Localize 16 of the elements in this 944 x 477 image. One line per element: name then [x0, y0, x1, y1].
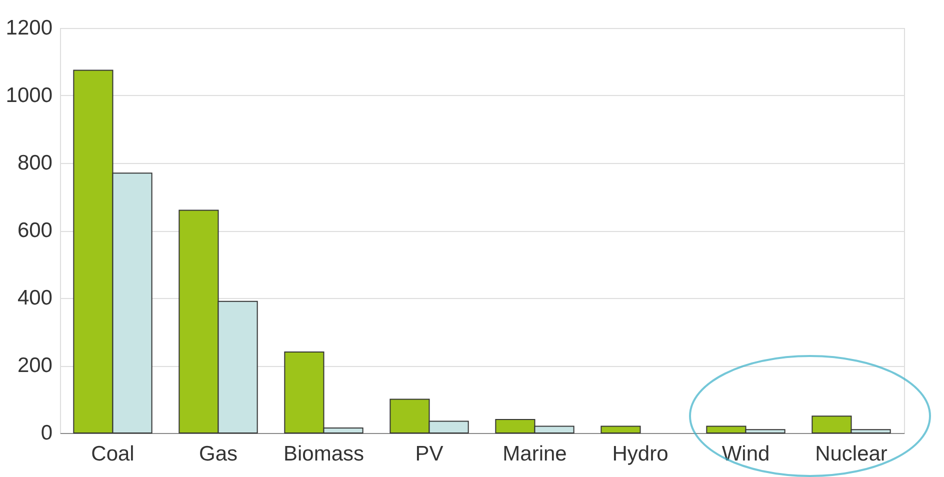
x-tick-label: Nuclear: [815, 442, 888, 466]
y-tick-label: 200: [17, 354, 52, 377]
x-tick-label: Wind: [722, 442, 770, 466]
y-tick-label: 1000: [6, 84, 52, 107]
x-tick-label: Gas: [198, 442, 238, 466]
y-tick-label: 800: [17, 152, 52, 174]
y-tick-label: 0: [40, 422, 52, 444]
bar: [600, 426, 641, 434]
x-tick-label: Biomass: [283, 442, 364, 466]
x-tick-label: PV: [415, 442, 444, 466]
y-tick-label: 600: [17, 219, 52, 242]
y-tick-label: 1200: [6, 16, 52, 40]
x-tick-label: Marine: [502, 442, 567, 466]
y-tick-label: 400: [17, 286, 52, 310]
x-tick-label: Coal: [91, 442, 134, 466]
x-tick-label: Hydro: [612, 442, 668, 466]
